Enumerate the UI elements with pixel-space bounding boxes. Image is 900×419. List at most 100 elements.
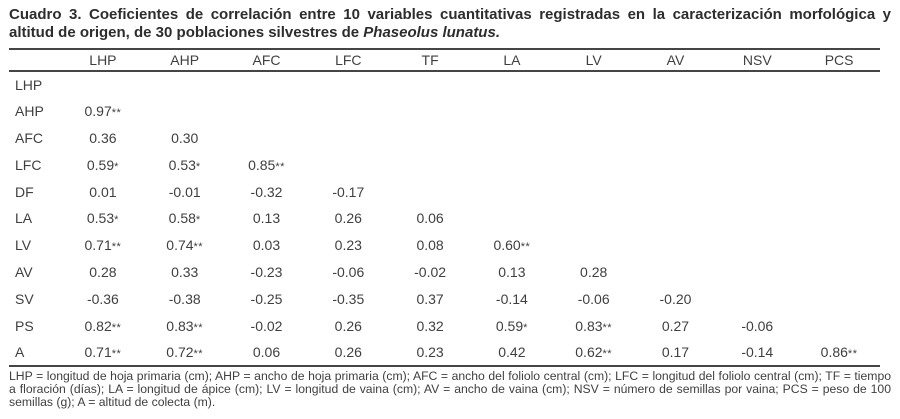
correlation-value-cell: -0.23 bbox=[250, 263, 283, 280]
correlation-value-cell: -0.35 bbox=[332, 290, 365, 307]
correlation-value-cell bbox=[798, 285, 880, 312]
table-row: SV -0.36 -0.38 -0.25 -0.35 0.37 -0.14 -0.06 -0.2… bbox=[9, 285, 880, 312]
correlation-value-cell: 0.13 bbox=[252, 210, 281, 227]
correlation-value-cell bbox=[635, 125, 717, 152]
significance-stars: ** bbox=[111, 321, 122, 334]
correlation-value-cell bbox=[716, 285, 798, 312]
row-label: A bbox=[15, 343, 25, 360]
correlation-value-cell: 0.72** bbox=[166, 343, 204, 360]
significance-stars: ** bbox=[847, 347, 858, 360]
significance-stars: ** bbox=[602, 321, 613, 334]
table-row: LFC 0.59* 0.53* 0.85** bbox=[9, 151, 880, 178]
correlation-value-cell bbox=[144, 71, 226, 98]
significance-stars: ** bbox=[602, 347, 613, 360]
correlation-value-cell bbox=[798, 205, 880, 232]
column-header-nsv: NSV bbox=[716, 49, 799, 72]
correlation-value-cell: 0.26 bbox=[334, 210, 362, 227]
row-label: PS bbox=[15, 317, 34, 334]
correlation-value-cell bbox=[635, 178, 717, 205]
correlation-value-cell: -0.01 bbox=[168, 183, 201, 200]
table-row: A 0.71** 0.72** 0.06 0.26 0.23 0.42 0.62** 0.17 -… bbox=[9, 339, 880, 366]
correlation-value-cell bbox=[635, 98, 717, 125]
header-row: LHP AHP AFC LFC TF LA LV AV NSV PCS bbox=[9, 49, 880, 72]
correlation-value-cell bbox=[389, 98, 471, 125]
correlation-value-cell bbox=[307, 98, 389, 125]
correlation-value-cell bbox=[471, 98, 553, 125]
significance-stars: * bbox=[114, 160, 119, 173]
row-label: LFC bbox=[15, 156, 42, 173]
correlation-value-cell: 0.23 bbox=[334, 237, 362, 254]
correlation-value-cell: 0.26 bbox=[334, 343, 362, 360]
correlation-value-cell: 0.71** bbox=[84, 237, 122, 254]
table-footnote: LHP = longitud de hoja primaria (cm); AH… bbox=[9, 368, 891, 410]
correlation-value-cell: 0.27 bbox=[661, 317, 690, 334]
correlation-value-cell: -0.02 bbox=[250, 317, 283, 334]
species-name: Phaseolus lunatus. bbox=[363, 23, 500, 41]
corner-cell bbox=[9, 49, 62, 72]
correlation-value-cell bbox=[798, 71, 880, 98]
correlation-value-cell bbox=[716, 151, 798, 178]
correlation-value-cell bbox=[226, 125, 308, 152]
correlation-value-cell: 0.83** bbox=[166, 317, 204, 334]
correlation-value-cell bbox=[471, 125, 553, 152]
correlation-value-cell bbox=[553, 205, 635, 232]
correlation-value-cell bbox=[62, 71, 144, 98]
significance-stars: * bbox=[114, 214, 119, 227]
correlation-value-cell: 0.60** bbox=[493, 237, 531, 254]
table-row: PS 0.82** 0.83** -0.02 0.26 0.32 0.59* 0.83** 0.… bbox=[9, 312, 880, 339]
correlation-value-cell bbox=[635, 232, 717, 259]
row-label: AV bbox=[15, 263, 33, 280]
column-header-lv: LV bbox=[552, 49, 635, 72]
correlation-value-cell bbox=[307, 151, 389, 178]
correlation-value-cell bbox=[471, 178, 553, 205]
correlation-value-cell bbox=[389, 178, 471, 205]
correlation-table-body: LHP AHP 0.97** AFC 0.36 0.30 LFC 0.59* 0.53* 0.85… bbox=[9, 71, 880, 366]
correlation-value-cell: 0.83** bbox=[575, 317, 613, 334]
correlation-value-cell: 0.71** bbox=[84, 343, 122, 360]
column-header-afc: AFC bbox=[225, 49, 308, 72]
column-header-ahp: AHP bbox=[143, 49, 226, 72]
correlation-value-cell: -0.32 bbox=[250, 183, 283, 200]
correlation-value-cell bbox=[716, 178, 798, 205]
correlation-value-cell bbox=[389, 71, 471, 98]
correlation-value-cell: 0.85** bbox=[248, 156, 285, 173]
correlation-value-cell: 0.26 bbox=[334, 317, 362, 334]
correlation-value-cell bbox=[389, 125, 471, 152]
correlation-value-cell bbox=[716, 259, 798, 286]
correlation-value-cell: 0.28 bbox=[580, 263, 608, 280]
correlation-value-cell bbox=[798, 98, 880, 125]
correlation-value-cell bbox=[716, 125, 798, 152]
row-label: LA bbox=[15, 210, 33, 227]
correlation-value-cell: 0.28 bbox=[89, 263, 117, 280]
correlation-value-cell: -0.38 bbox=[168, 290, 201, 307]
correlation-value-cell bbox=[471, 151, 553, 178]
correlation-value-cell: 0.86** bbox=[820, 343, 858, 360]
column-header-lhp: LHP bbox=[62, 49, 144, 72]
significance-stars: ** bbox=[193, 347, 204, 360]
correlation-value-cell bbox=[716, 71, 798, 98]
correlation-value-cell: -0.20 bbox=[659, 290, 692, 307]
correlation-value-cell bbox=[798, 312, 880, 339]
row-label: SV bbox=[15, 290, 34, 307]
significance-stars: ** bbox=[520, 241, 531, 254]
correlation-value-cell: -0.02 bbox=[414, 263, 447, 280]
correlation-value-cell: -0.06 bbox=[577, 290, 610, 307]
significance-stars: * bbox=[523, 321, 528, 334]
correlation-value-cell: 0.53* bbox=[86, 210, 119, 227]
correlation-value-cell: -0.06 bbox=[741, 317, 774, 334]
correlation-value-cell: 0.03 bbox=[252, 237, 281, 254]
significance-stars: ** bbox=[111, 241, 122, 254]
correlation-value-cell: 0.08 bbox=[416, 237, 444, 254]
column-header-lfc: LFC bbox=[307, 49, 390, 72]
correlation-value-cell: -0.36 bbox=[86, 290, 119, 307]
correlation-value-cell: 0.62** bbox=[575, 343, 613, 360]
correlation-value-cell bbox=[716, 232, 798, 259]
correlation-value-cell bbox=[716, 98, 798, 125]
correlation-value-cell: 0.06 bbox=[416, 210, 444, 227]
correlation-value-cell bbox=[798, 232, 880, 259]
correlation-value-cell: 0.74** bbox=[166, 237, 204, 254]
correlation-value-cell: 0.32 bbox=[416, 317, 444, 334]
correlation-table: LHP AHP AFC LFC TF LA LV AV NSV PCS LHP A… bbox=[9, 48, 880, 367]
row-label: LHP bbox=[15, 76, 43, 93]
correlation-table-header: LHP AHP AFC LFC TF LA LV AV NSV PCS bbox=[9, 49, 880, 72]
